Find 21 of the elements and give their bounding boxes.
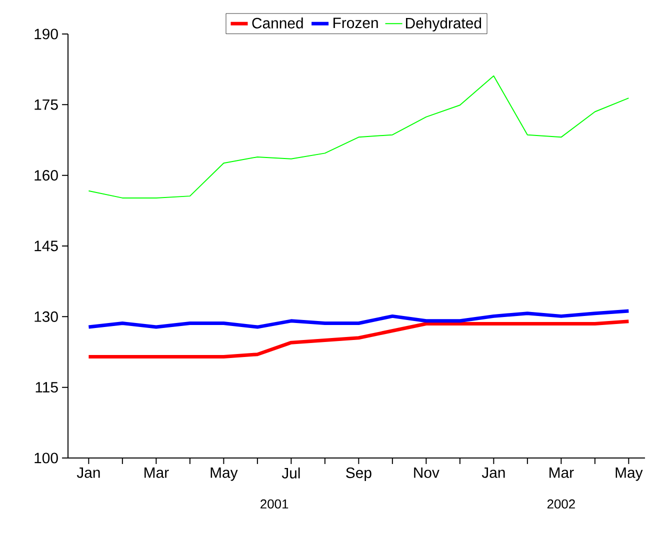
x-tick-label: May xyxy=(616,468,643,481)
x-tick-label: Jan xyxy=(482,468,505,478)
y-tick-label: 100 xyxy=(34,452,58,464)
text: 2002 xyxy=(547,499,575,509)
x-tick-label: May xyxy=(210,468,238,481)
y-tick-label: 160 xyxy=(34,170,58,181)
y-tick-label: 190 xyxy=(34,28,58,40)
legend-label: Frozen xyxy=(334,18,378,28)
y-tick-label: 145 xyxy=(34,240,58,252)
x-tick-label: Mar xyxy=(550,468,574,478)
x-tick-label: Mar xyxy=(144,468,169,478)
legend-label: Canned xyxy=(252,17,303,28)
y-tick-label: 130 xyxy=(34,311,58,322)
x-tick-label: Sep xyxy=(346,467,372,482)
legend-label: Dehydrated xyxy=(406,17,482,32)
y-tick-label: 175 xyxy=(34,99,58,110)
x-tick-label: Nov xyxy=(414,468,440,478)
x-tick-label: Jan xyxy=(76,468,100,478)
text: 2001 xyxy=(260,499,288,509)
y-tick-label: 115 xyxy=(36,382,58,393)
x-tick-label: Jul xyxy=(282,468,300,478)
